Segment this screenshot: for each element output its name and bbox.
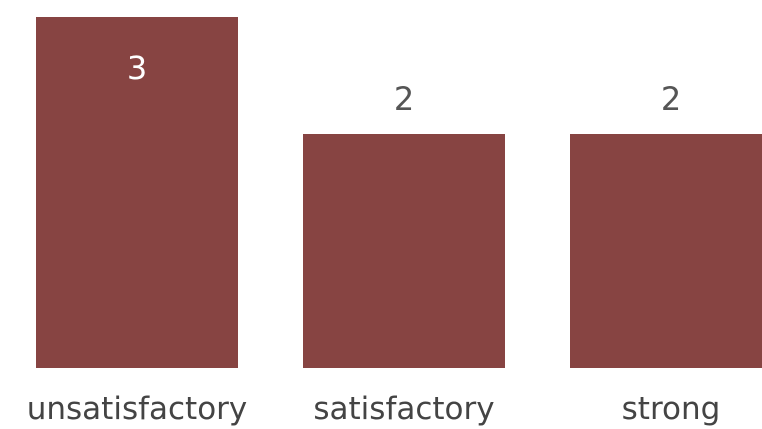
category-label-satisfactory: satisfactory bbox=[313, 391, 494, 427]
bar-satisfactory bbox=[303, 134, 505, 368]
bar-unsatisfactory bbox=[36, 17, 238, 368]
value-labels-group: 3 2 2 bbox=[127, 49, 681, 118]
bars-group bbox=[36, 17, 762, 368]
category-labels-group: unsatisfactory satisfactory strong bbox=[27, 391, 721, 427]
value-label-unsatisfactory: 3 bbox=[127, 49, 147, 87]
value-label-strong: 2 bbox=[661, 80, 681, 118]
category-label-unsatisfactory: unsatisfactory bbox=[27, 391, 248, 427]
category-label-strong: strong bbox=[622, 391, 721, 427]
bar-strong bbox=[570, 134, 762, 368]
value-label-satisfactory: 2 bbox=[394, 80, 414, 118]
